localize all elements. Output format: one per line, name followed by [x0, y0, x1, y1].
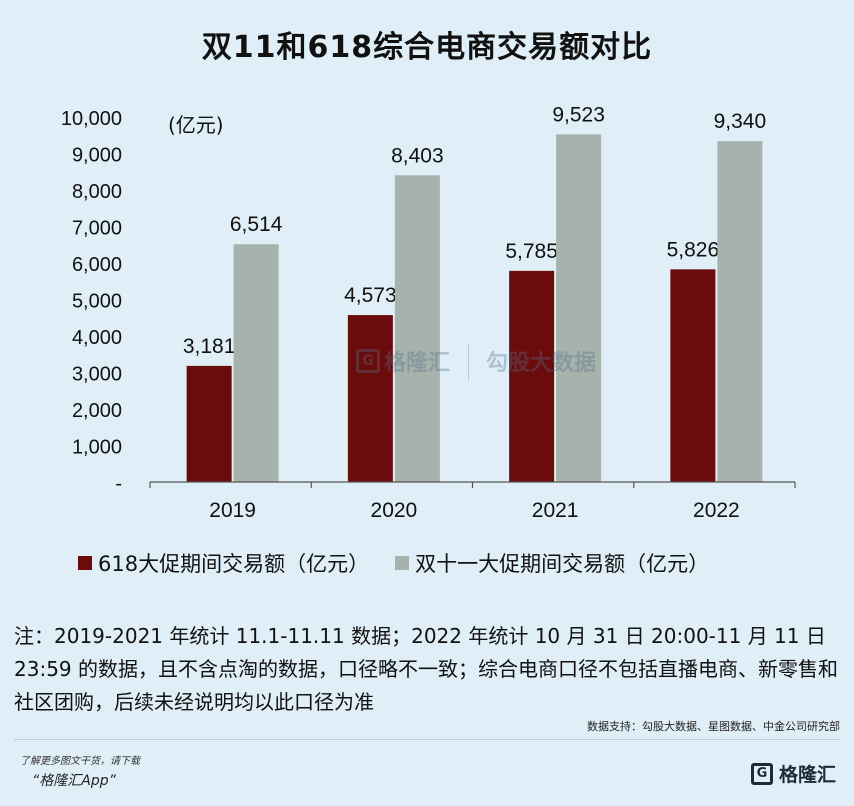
watermark-divider — [468, 343, 469, 381]
bar-chart: - 1,000 2,000 3,000 4,000 5,000 6,000 7,000 8,00… — [61, 103, 796, 522]
legend-label-618: 618大促期间交易额（亿元） — [98, 552, 370, 576]
chart-legend: 618大促期间交易额（亿元） 双十一大促期间交易额（亿元） — [78, 548, 854, 578]
y-tick-label: 2,000 — [72, 400, 122, 422]
legend-item-double11: 双十一大促期间交易额（亿元） — [395, 548, 709, 578]
bar-double11-2021 — [556, 134, 602, 482]
y-tick-label: 1,000 — [72, 437, 122, 459]
y-tick-label: - — [115, 473, 122, 495]
x-tick-label-2022: 2022 — [693, 499, 740, 522]
data-label-double11-2022: 9,340 — [714, 110, 767, 133]
y-tick-label: 6,000 — [72, 254, 122, 276]
y-tick-label: 8,000 — [72, 181, 122, 203]
brand-logo-icon: G — [750, 762, 773, 785]
x-tick-label-2020: 2020 — [371, 499, 418, 522]
legend-item-618: 618大促期间交易额（亿元） — [78, 548, 369, 578]
data-label-618-2019: 3,181 — [183, 335, 236, 358]
data-label-618-2020: 4,573 — [344, 284, 397, 307]
y-tick-label: 9,000 — [72, 145, 122, 167]
legend-swatch-double11 — [395, 556, 410, 570]
y-unit-label: (亿元) — [168, 113, 224, 137]
chart-note: 注：2019-2021 年统计 11.1-11.11 数据；2022 年统计 1… — [14, 624, 838, 714]
data-source: 数据支持：勾股大数据、星图数据、中金公司研究部 — [587, 720, 840, 733]
watermark-logo-icon: G — [356, 349, 380, 373]
watermark-left-text: 格隆汇 — [384, 351, 451, 376]
bar-618-2022 — [670, 269, 716, 482]
data-label-double11-2019: 6,514 — [230, 213, 283, 236]
watermark-gelonghui: G 格隆汇 — [356, 345, 450, 377]
bar-618-2019 — [186, 365, 232, 482]
data-label-618-2021: 5,785 — [505, 240, 558, 263]
bar-double11-2022 — [717, 141, 763, 482]
bar-double11-2020 — [394, 175, 440, 482]
data-label-double11-2021: 9,523 — [552, 103, 605, 126]
y-tick-label: 3,000 — [72, 364, 122, 386]
x-tick-label-2019: 2019 — [209, 499, 256, 522]
y-tick-label: 7,000 — [72, 218, 122, 240]
legend-swatch-618 — [78, 556, 92, 570]
y-tick-label: 10,000 — [61, 108, 122, 130]
x-tick-label-2021: 2021 — [532, 499, 579, 522]
bar-618-2021 — [509, 270, 555, 482]
y-tick-label: 5,000 — [72, 291, 122, 313]
footer-hint: 了解更多图文干货，请下载 — [20, 756, 140, 767]
footer-divider — [14, 739, 840, 740]
bar-618-2020 — [347, 315, 393, 482]
brand-logo[interactable]: G 格隆汇 — [750, 760, 836, 787]
chart-title: 双11和618综合电商交易额对比 — [201, 30, 653, 65]
bar-double11-2019 — [233, 244, 279, 482]
legend-label-double11: 双十一大促期间交易额（亿元） — [415, 552, 710, 576]
brand-name: 格隆汇 — [778, 764, 836, 786]
data-label-618-2022: 5,826 — [667, 238, 720, 261]
watermark-gougu: 勾股大数据 — [486, 351, 597, 376]
data-label-double11-2020: 8,403 — [391, 144, 444, 167]
y-tick-label: 4,000 — [72, 327, 122, 349]
footer-app-name[interactable]: “格隆汇App” — [32, 773, 116, 789]
